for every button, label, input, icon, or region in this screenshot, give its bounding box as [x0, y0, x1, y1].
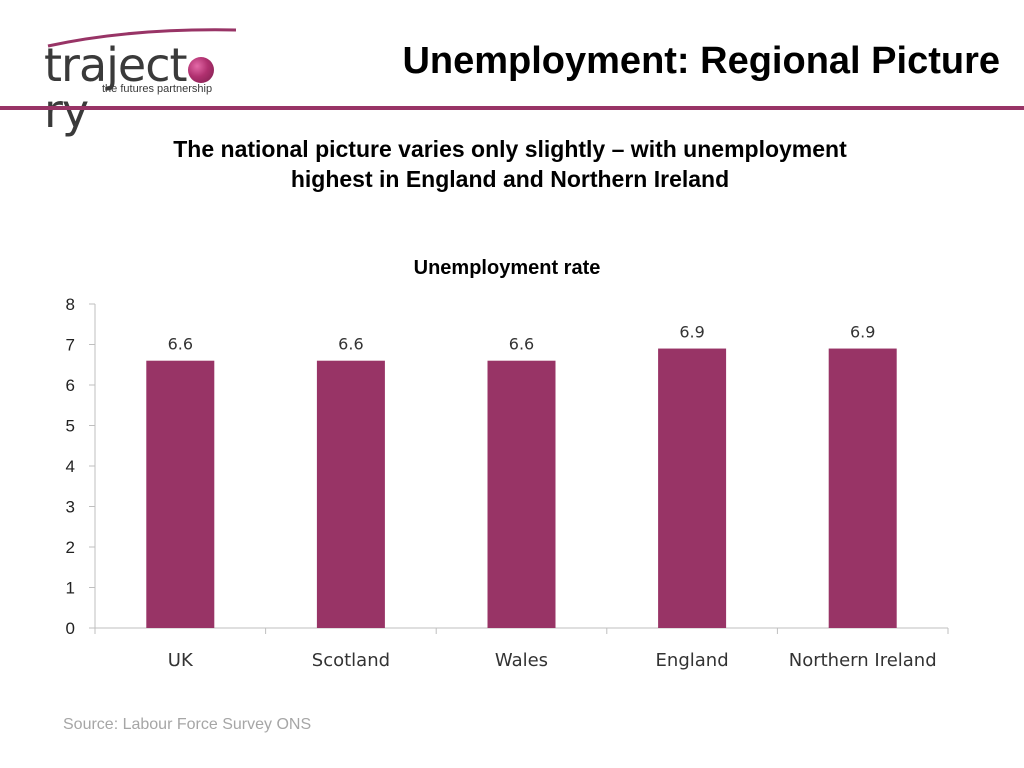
y-tick-label: 8: [66, 295, 75, 314]
x-category-label: England: [656, 650, 729, 671]
bar: [658, 348, 727, 628]
logo-wordmark: trajectry: [44, 42, 240, 134]
chart-title: Unemployment rate: [413, 257, 601, 279]
data-label: 6.9: [679, 323, 704, 342]
logo-word-left: traject: [44, 38, 188, 92]
y-tick-label: 3: [66, 498, 75, 517]
y-tick-label: 6: [66, 376, 75, 395]
y-tick-label: 2: [66, 538, 75, 557]
bar: [316, 360, 385, 628]
data-label: 6.6: [168, 335, 193, 354]
y-tick-label: 7: [66, 336, 75, 355]
y-tick-label: 0: [66, 619, 75, 638]
slide-subtitle: The national picture varies only slightl…: [80, 134, 940, 194]
subtitle-line-2: highest in England and Northern Ireland: [290, 166, 730, 192]
bar: [146, 360, 215, 628]
subtitle-line-1: The national picture varies only slightl…: [173, 136, 847, 162]
title-divider: [0, 106, 1024, 110]
data-label: 6.6: [338, 335, 363, 354]
y-tick-label: 1: [66, 579, 75, 598]
logo-tagline: the futures partnership: [102, 83, 213, 95]
bar: [487, 360, 556, 628]
logo-word-right: ry: [44, 84, 89, 138]
data-label: 6.6: [509, 335, 534, 354]
x-category-label: Northern Ireland: [789, 650, 937, 671]
source-note: Source: Labour Force Survey ONS: [63, 716, 312, 733]
slide-title: Unemployment: Regional Picture: [402, 40, 1000, 82]
y-tick-label: 4: [66, 457, 75, 476]
x-category-label: Wales: [495, 650, 548, 671]
y-tick-label: 5: [66, 417, 75, 436]
logo-arc: [47, 28, 237, 48]
x-category-label: Scotland: [312, 650, 390, 671]
trajectory-logo: trajectry the futures partnership: [40, 28, 240, 134]
logo-dot-icon: [187, 57, 214, 83]
bar: [828, 348, 897, 628]
x-category-label: UK: [168, 650, 194, 671]
data-label: 6.9: [850, 323, 875, 342]
